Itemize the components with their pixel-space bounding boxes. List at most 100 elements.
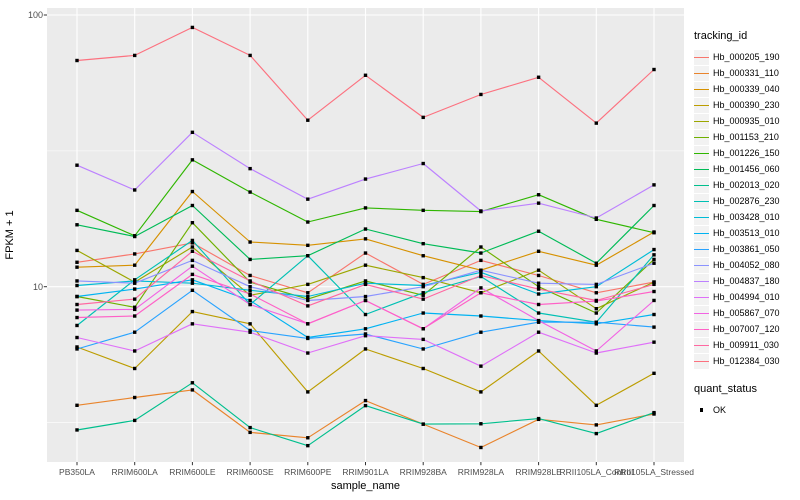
data-point xyxy=(75,403,79,408)
data-point xyxy=(536,281,541,285)
data-point xyxy=(536,268,541,272)
data-point xyxy=(75,315,79,320)
data-point xyxy=(133,234,137,239)
legend-label: Hb_005867_070 xyxy=(713,308,780,318)
data-point xyxy=(479,422,483,426)
data-point xyxy=(652,253,656,257)
data-point xyxy=(248,288,252,292)
data-point xyxy=(536,416,541,421)
legend-key-swatch xyxy=(694,161,709,177)
data-point xyxy=(190,281,195,285)
data-point xyxy=(652,247,656,252)
data-point xyxy=(133,395,137,400)
data-point xyxy=(75,223,79,227)
legend-label: Hb_000339_040 xyxy=(713,84,780,94)
data-point xyxy=(190,241,195,245)
data-point xyxy=(363,263,368,267)
data-point xyxy=(248,302,252,307)
data-point xyxy=(363,279,368,283)
data-point xyxy=(594,298,598,303)
legend-item: Hb_000935_010 xyxy=(694,113,800,129)
legend-item: Hb_005867_070 xyxy=(694,305,800,321)
data-point xyxy=(190,309,195,314)
legend-key-swatch xyxy=(694,241,709,257)
data-point xyxy=(133,252,137,256)
data-point xyxy=(133,279,137,283)
data-point xyxy=(190,272,195,277)
legend-key-swatch xyxy=(694,209,709,225)
data-point xyxy=(306,298,310,303)
legend-label: Hb_004052_080 xyxy=(713,260,780,270)
legend-label: Hb_000205_190 xyxy=(713,52,780,62)
data-point xyxy=(479,364,483,368)
legend-key-swatch xyxy=(694,225,709,241)
legend-item: Hb_000205_190 xyxy=(694,49,800,65)
legend-label: Hb_000390_230 xyxy=(713,100,780,110)
legend-item: Hb_003861_050 xyxy=(694,241,800,257)
legend-label: Hb_000935_010 xyxy=(713,116,780,126)
legend-key-line xyxy=(694,184,709,186)
legend-label: Hb_009911_030 xyxy=(713,340,779,350)
data-point xyxy=(306,436,310,440)
data-point xyxy=(479,209,483,213)
data-point xyxy=(75,208,79,213)
legend-key-swatch xyxy=(694,81,709,97)
legend-key-line xyxy=(694,136,709,138)
data-point xyxy=(652,203,656,208)
data-point xyxy=(652,340,656,344)
data-point xyxy=(133,330,137,334)
data-point xyxy=(479,390,483,394)
data-point xyxy=(190,288,195,292)
data-point xyxy=(536,318,541,323)
data-point xyxy=(363,332,368,336)
data-point xyxy=(363,327,368,331)
data-point xyxy=(133,349,137,353)
legend-key-line xyxy=(694,344,709,346)
x-tick-label: RRIM901LA xyxy=(342,467,389,477)
quant-status-label: OK xyxy=(713,405,727,415)
data-point xyxy=(421,422,425,426)
data-point xyxy=(75,265,79,269)
legend-key-swatch xyxy=(694,97,709,113)
data-point xyxy=(363,206,368,210)
legend-label: Hb_004994_010 xyxy=(713,292,780,302)
legend-key-line xyxy=(694,296,709,298)
legend-key-swatch xyxy=(694,353,709,369)
data-point xyxy=(421,254,425,258)
data-point xyxy=(594,261,598,265)
data-point xyxy=(190,130,195,135)
data-point xyxy=(536,201,541,205)
legend-key-line xyxy=(694,56,709,58)
data-point xyxy=(652,282,656,287)
legend-item: Hb_002013_020 xyxy=(694,177,800,193)
data-point xyxy=(652,289,656,294)
data-point xyxy=(133,305,137,309)
data-point xyxy=(594,282,598,287)
legend-item: Hb_001153_210 xyxy=(694,129,800,145)
data-point xyxy=(133,307,137,312)
data-point xyxy=(190,158,195,162)
data-point xyxy=(652,280,656,284)
legend-key-line xyxy=(694,232,709,234)
legend-key-swatch xyxy=(694,305,709,321)
data-point xyxy=(536,311,541,315)
legend-key-line xyxy=(694,312,709,314)
data-point xyxy=(594,431,598,436)
data-point xyxy=(594,403,598,408)
legend-key-swatch xyxy=(694,129,709,145)
data-point xyxy=(248,257,252,262)
data-point xyxy=(536,349,541,353)
legend-key-swatch xyxy=(694,257,709,273)
data-point xyxy=(306,351,310,355)
data-point xyxy=(421,366,425,371)
legend-key-line xyxy=(694,152,709,154)
black-square-marker-icon xyxy=(694,403,709,418)
data-point xyxy=(594,263,598,267)
data-point xyxy=(248,330,252,334)
data-point xyxy=(190,245,195,249)
data-point xyxy=(421,311,425,315)
quant-status-legend-items: OK xyxy=(694,402,800,418)
data-point xyxy=(133,297,137,301)
x-axis-title: sample_name xyxy=(330,480,401,492)
data-point xyxy=(75,302,79,307)
